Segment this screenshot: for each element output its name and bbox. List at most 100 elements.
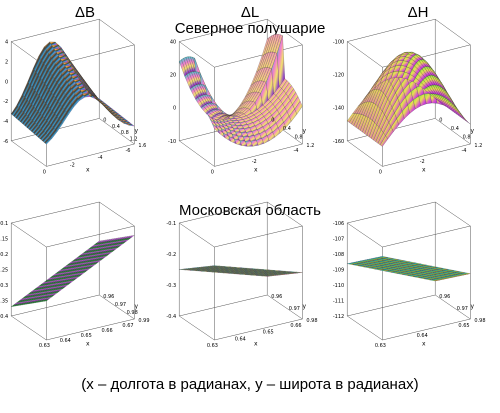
box-edge (11, 315, 47, 341)
y-tick-label: 0.98 (474, 318, 485, 324)
y-tick-label: 0.8 (121, 130, 129, 136)
y-tick-label: 1.2 (306, 143, 314, 149)
x-tick-label: 0.63 (207, 343, 218, 349)
box-edge (382, 318, 471, 341)
y-tick-label: 1.2 (474, 143, 482, 149)
box-edge (347, 222, 383, 248)
column-title-dH: ΔH (407, 4, 429, 21)
box-edge (179, 140, 215, 167)
z-tick-label: -0.3 (166, 283, 176, 289)
x-tick-label: -4 (294, 148, 299, 154)
z-tick-label: -0.3 (0, 283, 8, 289)
box-edge (179, 222, 215, 248)
y-tick-label: 0.97 (457, 306, 468, 312)
x-tick-label: 0.64 (417, 333, 428, 339)
y-tick-label: 0.97 (289, 306, 300, 312)
y-axis-label: y (303, 303, 307, 310)
surface-mesh (179, 265, 303, 277)
box-edge (382, 143, 471, 167)
plot-north-dH: -100 -120 -140 -160 0 -2 -4 0 0.4 0.81.2 x y (333, 18, 482, 175)
surface-mesh (11, 235, 135, 307)
z-tick-label: 0 (5, 79, 8, 85)
y-axis-label: y (135, 303, 139, 310)
box-edge (99, 18, 135, 46)
box-edge (179, 294, 268, 317)
box-edge (347, 140, 383, 167)
box-edge (435, 201, 471, 227)
z-tick-label: -100 (333, 40, 344, 46)
z-tick-label: 0 (173, 106, 176, 112)
box-edge (99, 201, 135, 227)
box-edge (179, 201, 268, 224)
x-tick-label: 0 (379, 169, 382, 175)
box-edge (214, 318, 303, 341)
z-tick-label: 2 (5, 59, 8, 65)
z-tick-label: -10 (168, 139, 176, 145)
z-tick-label: -2 (3, 99, 8, 105)
box-edge (435, 294, 471, 320)
surface-mesh (179, 34, 303, 147)
x-tick-label: 0 (43, 169, 46, 175)
x-tick-label: 0.64 (60, 338, 71, 344)
box-edge (179, 315, 215, 341)
x-tick-label: -4 (462, 148, 467, 154)
z-tick-label: -0.35 (0, 299, 8, 305)
x-axis-label: x (254, 341, 258, 348)
y-tick-label: 0.96 (439, 294, 450, 300)
box-edge (347, 294, 436, 317)
z-tick-label: -108 (333, 252, 344, 258)
z-tick-label: -107 (333, 237, 344, 243)
box-edge (214, 225, 303, 248)
box-edge (179, 18, 268, 42)
z-tick-label: -0.2 (0, 252, 8, 258)
box-edge (382, 225, 471, 248)
x-tick-label: -2 (70, 162, 75, 168)
z-tick-label: -4 (3, 119, 8, 125)
z-tick-label: -120 (333, 73, 344, 79)
x-tick-label: 0.66 (290, 323, 301, 329)
z-tick-label: -0.4 (166, 314, 176, 320)
box-edge (267, 18, 303, 46)
x-tick-label: 0.66 (102, 328, 113, 334)
box-edge (347, 315, 383, 341)
box-edge (267, 201, 303, 227)
x-tick-label: -4 (98, 155, 103, 161)
box-edge (435, 118, 471, 145)
y-tick-label: 0.98 (127, 310, 138, 316)
plot-moscow-dB: -0.1 -0.15 -0.2 -0.25 -0.3 -0.35 -0.4 0.63 0.64 0… (0, 201, 150, 349)
box-edge (347, 41, 383, 68)
z-tick-label: -140 (333, 106, 344, 112)
z-tick-label: -111 (333, 299, 344, 305)
x-axis-label: x (254, 166, 258, 173)
z-tick-label: -0.1 (0, 221, 8, 227)
surface-mesh (347, 51, 471, 147)
y-axis-label: y (303, 127, 307, 134)
box-edge (11, 18, 100, 42)
z-tick-label: -0.15 (0, 237, 8, 243)
x-tick-label: 0.65 (81, 333, 92, 339)
y-tick-label: 0.8 (295, 134, 303, 140)
z-tick-label: -160 (333, 139, 344, 145)
x-tick-label: 0.67 (122, 323, 133, 329)
y-tick-label: 0.99 (138, 318, 149, 324)
box-edge (347, 201, 436, 224)
y-axis-label: y (471, 127, 475, 134)
x-axis-label: x (422, 166, 426, 173)
box-edge (99, 118, 135, 145)
box-edge (435, 18, 471, 46)
x-tick-label: 0.65 (458, 323, 469, 329)
y-tick-label: 0 (103, 117, 106, 123)
plot-moscow-dH: -106 -107 -108 -109 -110 -111 -112 0.63 0.64 0.65… (333, 201, 486, 349)
z-tick-label: -0.2 (166, 252, 176, 258)
plot-north-dL: 40 20 0 -10 0 -2 -4 0 0.4 0.81.2 x y (168, 18, 314, 175)
y-tick-label: 0.8 (463, 134, 471, 140)
box-edge (214, 143, 303, 167)
box-edge (11, 222, 47, 248)
y-tick-label: 0.97 (115, 302, 126, 308)
box-edge (99, 294, 135, 320)
z-tick-label: -0.1 (166, 221, 176, 227)
surface-mesh (11, 41, 135, 145)
y-tick-label: 0.4 (112, 124, 120, 130)
box-edge (46, 143, 135, 167)
